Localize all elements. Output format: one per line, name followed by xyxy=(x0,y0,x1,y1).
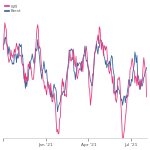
Legend: WTI, Brent: WTI, Brent xyxy=(4,4,21,14)
